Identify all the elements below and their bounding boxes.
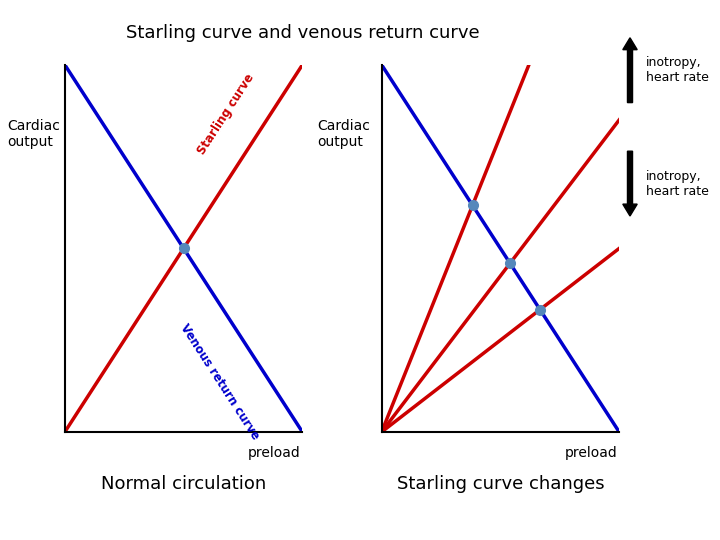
Text: Cardiac
output: Cardiac output	[7, 119, 60, 149]
Text: Starling curve: Starling curve	[195, 71, 257, 157]
Text: Venous return curve: Venous return curve	[177, 322, 261, 442]
Text: inotropy,
heart rate: inotropy, heart rate	[646, 56, 708, 84]
Text: inotropy,
heart rate: inotropy, heart rate	[646, 170, 708, 198]
Text: Normal circulation: Normal circulation	[101, 475, 266, 493]
Text: preload: preload	[248, 446, 300, 460]
Text: Starling curve changes: Starling curve changes	[397, 475, 604, 493]
Text: Cardiac
output: Cardiac output	[317, 119, 369, 149]
Text: Starling curve and venous return curve: Starling curve and venous return curve	[125, 24, 480, 42]
Text: preload: preload	[564, 446, 617, 460]
